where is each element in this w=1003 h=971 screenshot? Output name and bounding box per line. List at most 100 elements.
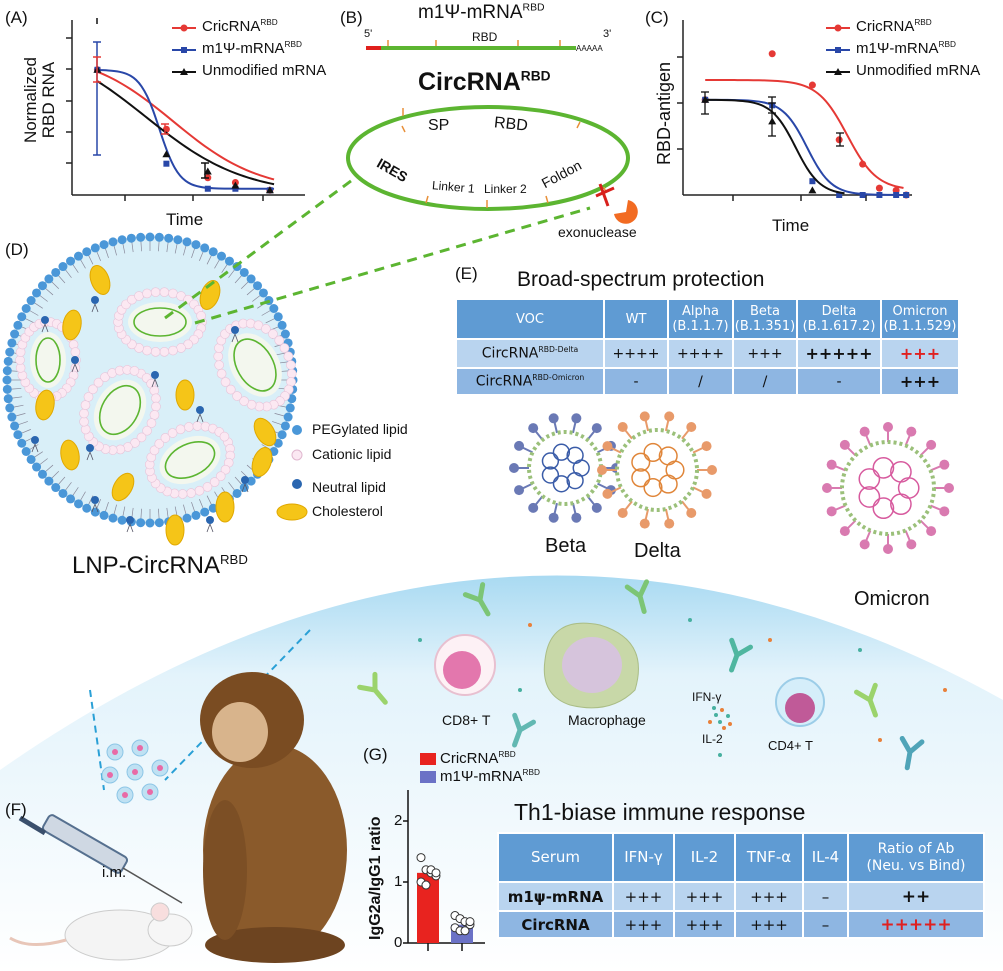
pegylated-lipid bbox=[5, 403, 15, 413]
pegylated-lipid bbox=[253, 281, 263, 291]
legend-label: Unmodified mRNA bbox=[856, 62, 981, 79]
spike-head bbox=[939, 506, 950, 517]
lipid-tail bbox=[13, 404, 24, 408]
cationic-lipid bbox=[149, 385, 160, 396]
lipid-tail bbox=[29, 310, 39, 316]
pegylated-lipid bbox=[154, 232, 164, 242]
spike-head bbox=[859, 539, 870, 550]
lipid-tail bbox=[65, 482, 72, 491]
pegylated-lipid bbox=[58, 262, 68, 272]
lipid-tail bbox=[51, 470, 60, 479]
spike-head bbox=[639, 411, 650, 422]
pegylated-lipid bbox=[66, 494, 76, 504]
row-name: m1ψ-mRNA bbox=[497, 881, 614, 912]
panel-label-b: (B) bbox=[340, 8, 363, 27]
th1-table: Serum IFN-γ IL-2 TNF-α IL-4 Ratio of Ab(… bbox=[497, 832, 985, 939]
cell: +++++ bbox=[796, 338, 882, 369]
neutral-lipid bbox=[206, 516, 214, 524]
cholesterol bbox=[251, 447, 273, 477]
antibody-icon bbox=[853, 682, 878, 718]
header-ifn: IFN-γ bbox=[612, 832, 675, 883]
voc-row-delta: CircRNARBD-Delta ++++ ++++ +++ +++++ +++ bbox=[455, 338, 960, 369]
lipid-tail bbox=[228, 269, 235, 278]
rna-coil bbox=[658, 474, 678, 494]
spike-head bbox=[883, 422, 893, 432]
cytokine-label-ifn: IFN-γ bbox=[692, 690, 722, 704]
cationic-lipid bbox=[286, 368, 297, 379]
cationic-lipid bbox=[123, 442, 133, 452]
row-name: CircRNARBD-Delta bbox=[455, 338, 605, 369]
cationic-lipid bbox=[150, 347, 161, 357]
fit-curve bbox=[705, 98, 845, 195]
cytokine-dot bbox=[712, 706, 716, 710]
pegylated-lipid bbox=[273, 312, 283, 322]
lipid-tail bbox=[274, 413, 285, 417]
lipid-tail bbox=[39, 295, 48, 302]
cholesterol bbox=[253, 417, 277, 447]
spike-head bbox=[509, 463, 519, 473]
rna-coil bbox=[890, 493, 912, 516]
g-ytick-2: 2 bbox=[394, 812, 403, 829]
linker2-label: Linker 2 bbox=[484, 182, 527, 196]
legend-swatch bbox=[420, 771, 436, 783]
cytokine-dot bbox=[768, 638, 772, 642]
chart-a-xlabel: Time bbox=[166, 210, 204, 229]
five-prime: 5' bbox=[364, 28, 373, 40]
header-alpha: Alpha (B.1.1.7) bbox=[667, 298, 734, 340]
circrna-ring bbox=[346, 105, 630, 211]
e-title: Broad-spectrum protection bbox=[517, 268, 765, 291]
pegylated-lipid bbox=[21, 447, 31, 456]
lipid-tail bbox=[241, 483, 249, 493]
pegylated-lipid bbox=[17, 438, 27, 448]
pegylated-lipid bbox=[117, 235, 127, 245]
pegylated-lipid bbox=[285, 403, 295, 413]
zoom-line bbox=[194, 206, 591, 325]
data-point bbox=[180, 24, 188, 32]
cell: +++ bbox=[732, 338, 798, 369]
pegylated-lipid bbox=[277, 320, 287, 330]
voc-table: VOC WT Alpha (B.1.1.7) Beta (B.1.351) Delt… bbox=[455, 298, 960, 396]
header-omicron: Omicron (B.1.1.529) bbox=[880, 298, 960, 340]
pegylated-lipid bbox=[10, 329, 20, 339]
cationic-lipid bbox=[151, 393, 161, 404]
pegylated-lipid bbox=[74, 251, 83, 261]
mrna-title: m1Ψ-mRNARBD bbox=[418, 2, 545, 23]
data-point bbox=[876, 192, 883, 198]
nanoparticle-core bbox=[122, 792, 128, 798]
cationic-lipid bbox=[134, 291, 144, 301]
lipid-tail bbox=[234, 275, 242, 284]
cell: +++ bbox=[734, 910, 804, 939]
neutral-lipid bbox=[91, 496, 99, 504]
cytokine-dot bbox=[943, 688, 947, 692]
panel-label-e: (E) bbox=[455, 264, 478, 283]
cationic-lipid bbox=[196, 310, 206, 321]
row-name: CircRNA bbox=[497, 910, 614, 939]
data-point bbox=[808, 186, 817, 194]
pegylated-lipid bbox=[145, 232, 155, 242]
header-beta: Beta (B.1.351) bbox=[732, 298, 798, 340]
legend-item: CricRNARBD bbox=[202, 18, 278, 35]
cytokine-dot bbox=[858, 648, 862, 652]
spike-head bbox=[926, 526, 937, 537]
cationic-lipid bbox=[142, 288, 152, 299]
data-point bbox=[808, 81, 816, 89]
lipid-tail bbox=[206, 495, 212, 505]
chart-a-ylabel: Normalized RBD RNA bbox=[21, 57, 58, 143]
cd8-nucleus bbox=[443, 651, 481, 689]
rbd-label: RBD bbox=[472, 30, 498, 44]
pegylated-lipid bbox=[258, 288, 268, 298]
pegylated-lipid bbox=[2, 366, 12, 376]
rna-coil bbox=[566, 446, 584, 465]
antibody-icon bbox=[624, 579, 650, 614]
lipid-tail bbox=[122, 243, 126, 254]
lipid-tail bbox=[41, 323, 49, 333]
fit-curve bbox=[705, 98, 904, 196]
cell: +++ bbox=[673, 910, 736, 939]
data-point bbox=[181, 47, 187, 53]
spike-head bbox=[664, 518, 675, 529]
cell: – bbox=[802, 881, 849, 912]
panel-label-c: (C) bbox=[645, 8, 669, 27]
data-point bbox=[903, 192, 910, 198]
pegylated-lipid bbox=[246, 274, 256, 284]
rna-coil bbox=[658, 446, 678, 466]
